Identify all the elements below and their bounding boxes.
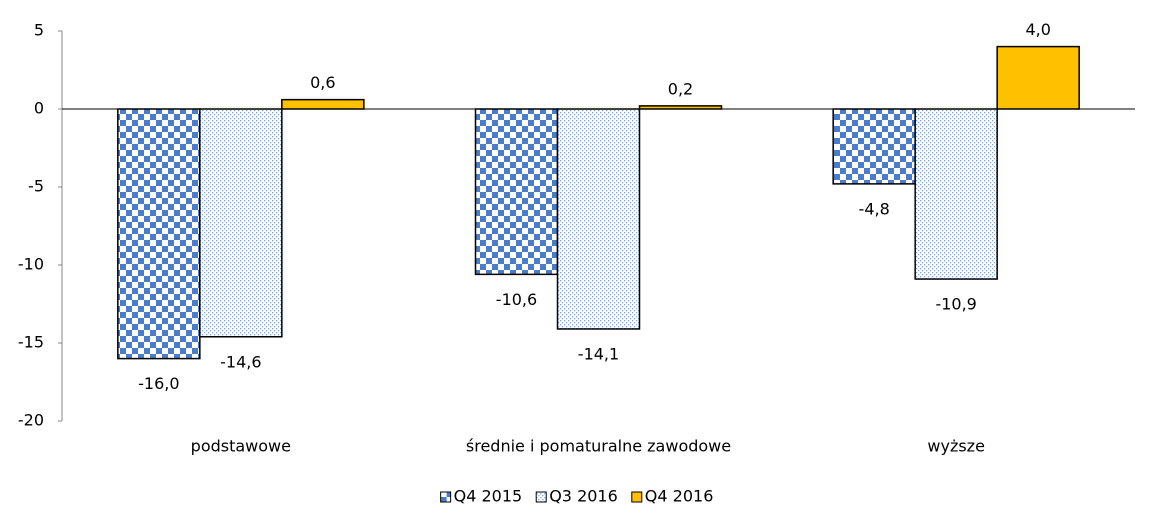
y-tick-label: 0 [34,99,44,118]
data-label: 0,6 [310,73,335,92]
bar [914,108,998,280]
x-tick-label: podstawowe [191,437,291,456]
legend-label: Q3 2016 [549,487,618,506]
x-tick-label: wyższe [927,437,985,456]
data-label: 4,0 [1025,20,1050,39]
bar [556,108,641,330]
data-label: -14,6 [220,352,261,371]
data-label: 0,2 [668,79,693,98]
legend-swatch [535,491,547,503]
legend-swatch [631,491,643,503]
bar [474,108,559,276]
legend-label: Q4 2015 [454,487,523,506]
y-tick-label: -15 [18,333,44,352]
bar [117,108,201,360]
bar [832,108,916,185]
y-tick-label: -10 [18,255,44,274]
data-label: -4,8 [859,199,890,218]
data-label: -10,6 [496,290,537,309]
y-tick-label: -20 [18,411,44,430]
legend-item: Q3 2016 [535,487,618,506]
y-tick-label: 5 [34,21,44,40]
legend-label: Q4 2016 [645,487,714,506]
legend-swatch [440,491,452,503]
data-label: -10,9 [935,295,976,314]
bar [996,45,1080,110]
bar [199,108,283,338]
legend-item: Q4 2016 [631,487,714,506]
bar [281,98,365,110]
data-label: -14,1 [578,344,619,363]
x-tick-label: średnie i pomaturalne zawodowe [466,437,731,456]
data-label: -16,0 [138,374,179,393]
legend-item: Q4 2015 [440,487,523,506]
y-tick-label: -5 [28,177,44,196]
